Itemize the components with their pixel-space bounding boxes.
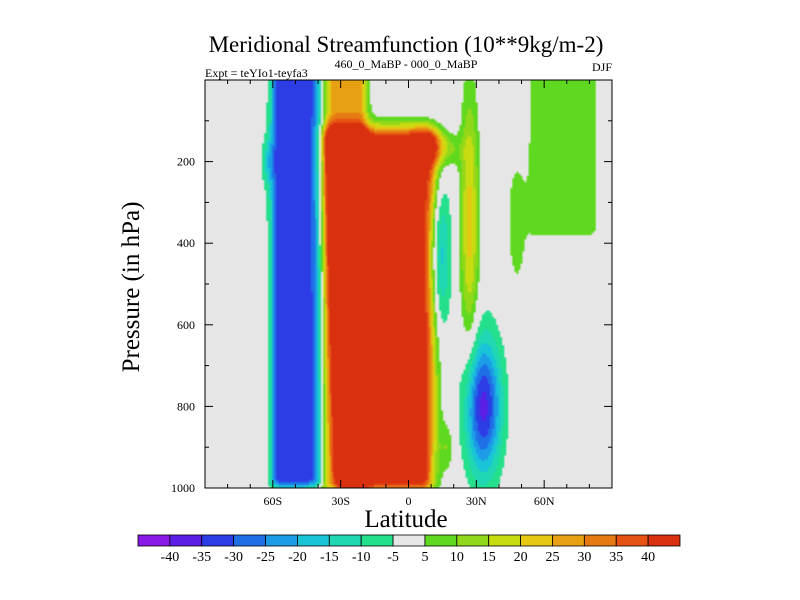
y-tick-label: 400 xyxy=(177,236,195,250)
colorbar-box xyxy=(392,534,426,547)
x-tick-label: 0 xyxy=(406,494,412,508)
x-tick-label: 60N xyxy=(534,494,555,508)
colorbar-label: -5 xyxy=(387,550,399,565)
colorbar-label: -40 xyxy=(161,550,180,565)
colorbar-box xyxy=(328,534,362,547)
colorbar-label: 5 xyxy=(421,550,428,565)
y-tick-label: 200 xyxy=(177,155,195,169)
experiment-label: Expt = teYIo1-teyfa3 xyxy=(205,66,308,80)
y-tick-label: 1000 xyxy=(171,481,195,495)
colorbar-box xyxy=(233,534,266,547)
period-label: 460_0_MaBP - 000_0_MaBP xyxy=(335,57,478,71)
chart-title: Meridional Streamfunction (10**9kg/m-2) xyxy=(209,32,604,57)
colorbar-box xyxy=(647,534,681,547)
colorbar-label: -25 xyxy=(256,550,275,565)
x-axis: 60S 30S 0 30N 60N xyxy=(227,80,590,508)
season-label: DJF xyxy=(592,60,612,74)
colorbar-label: -10 xyxy=(352,550,371,565)
colorbar-box xyxy=(552,534,585,547)
colorbar-label: -20 xyxy=(288,550,307,565)
x-tick-label: 30S xyxy=(331,494,350,508)
colorbar-label: -30 xyxy=(224,550,243,565)
colorbar-box xyxy=(583,534,617,547)
colorbar-box xyxy=(520,534,553,547)
colorbar-box xyxy=(360,534,394,547)
y-axis: 200 400 600 800 1000 xyxy=(171,120,612,495)
contour-field xyxy=(205,80,612,488)
colorbar-label: 10 xyxy=(450,550,464,565)
colorbar-label: -15 xyxy=(320,550,339,565)
colorbar-box xyxy=(456,534,490,547)
y-tick-label: 600 xyxy=(177,318,195,332)
colorbar-box xyxy=(424,534,458,547)
colorbar-box xyxy=(169,534,203,547)
colorbar-label: 35 xyxy=(609,550,623,565)
y-axis-label: Pressure (in hPa) xyxy=(118,202,145,373)
colorbar-box xyxy=(488,534,521,547)
contour-image xyxy=(205,80,612,488)
colorbar-label: 15 xyxy=(482,550,496,565)
colorbar-box xyxy=(615,534,649,547)
colorbar-label: -35 xyxy=(192,550,211,565)
colorbar-box xyxy=(137,534,171,547)
colorbar-box xyxy=(265,534,298,547)
colorbar-label: 20 xyxy=(514,550,528,565)
x-axis-label: Latitude xyxy=(364,506,447,533)
colorbar: -40 -35 -30 -25 -20 -15 -10 -5 5 10 15 20 25 30 35 40 xyxy=(137,534,681,565)
colorbar-box xyxy=(297,534,330,547)
y-tick-label: 800 xyxy=(177,399,195,413)
colorbar-label: 25 xyxy=(545,550,559,565)
x-tick-label: 30N xyxy=(466,494,487,508)
colorbar-box xyxy=(201,534,235,547)
x-tick-label: 60S xyxy=(263,494,282,508)
colorbar-label: 30 xyxy=(577,550,591,565)
colorbar-label: 40 xyxy=(641,550,655,565)
